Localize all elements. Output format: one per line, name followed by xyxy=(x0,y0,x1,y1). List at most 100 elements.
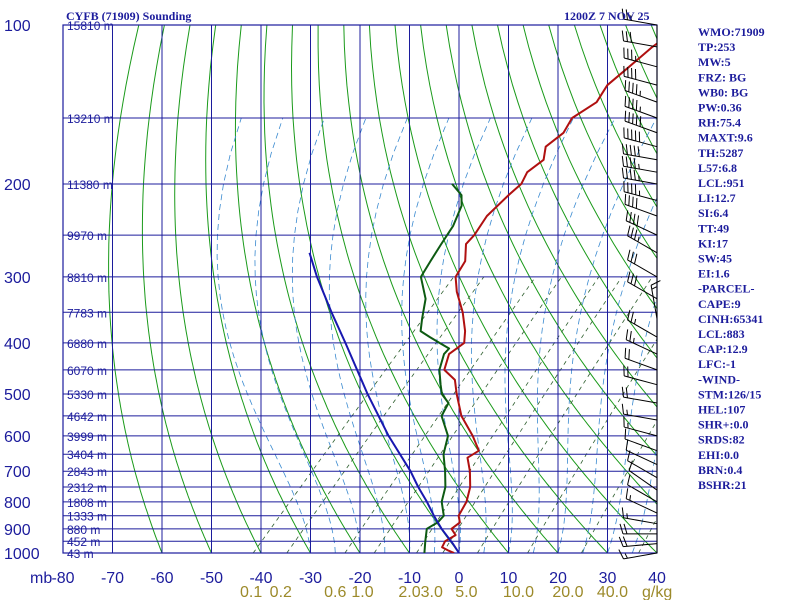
height-label: 880 m xyxy=(67,523,100,537)
wind-barb xyxy=(627,271,658,300)
wind-barb-staff xyxy=(627,235,658,254)
wind-barb-flag xyxy=(627,450,631,461)
temperature-tick-label: -60 xyxy=(150,570,173,587)
wind-barb xyxy=(624,347,658,371)
wind-barb-flag xyxy=(633,253,638,265)
height-label: 2312 m xyxy=(67,481,107,495)
wind-barb-staff xyxy=(624,120,658,134)
wind-barb-flag xyxy=(635,114,638,126)
index-entry: L57:6.8 xyxy=(698,161,737,175)
wind-barb-staff xyxy=(627,460,658,479)
wind-barb-staff xyxy=(625,498,658,514)
wind-barb-half-flag xyxy=(626,513,628,519)
wind-barb-flag xyxy=(635,198,638,209)
wind-barb-flag xyxy=(624,110,627,122)
wind-barb xyxy=(624,95,658,119)
wind-barb xyxy=(619,523,657,535)
wind-barb-flag xyxy=(624,428,627,440)
wind-barb-staff xyxy=(627,281,658,300)
index-entry: LCL:883 xyxy=(698,327,745,341)
index-entry: SW:45 xyxy=(698,252,732,266)
index-entry: TP:253 xyxy=(698,40,735,54)
moist-adiabat xyxy=(254,117,336,553)
mixing-ratio-tick-label: 20.0 xyxy=(552,584,583,600)
moist-adiabat xyxy=(557,117,657,553)
wind-barb-flag xyxy=(630,227,634,238)
wind-barb xyxy=(624,193,658,217)
index-entry: CINH:65341 xyxy=(698,312,763,326)
wind-barb xyxy=(621,167,658,185)
temperature-tick-label: -70 xyxy=(101,570,124,587)
wind-barb-flag xyxy=(621,143,625,154)
wind-barb-flag xyxy=(624,95,627,107)
wind-barb xyxy=(627,225,658,254)
wind-barb-flag xyxy=(629,330,632,342)
wind-barb-staff xyxy=(623,552,658,560)
wind-barb-flag xyxy=(627,271,631,282)
wind-barb xyxy=(623,416,658,437)
wind-barb-staff xyxy=(624,191,658,202)
temperature-tick-label: 0 xyxy=(455,570,464,587)
wind-barb-half-flag xyxy=(624,553,628,559)
wind-barbs xyxy=(618,8,661,560)
wind-barb-staff xyxy=(623,165,658,173)
wind-barb-flag xyxy=(628,112,630,123)
height-label: 4642 m xyxy=(67,410,107,424)
wind-barb-staff xyxy=(624,137,658,148)
height-label: 2843 m xyxy=(67,465,107,479)
wind-barb-half-flag xyxy=(651,286,657,290)
wind-barb-staff xyxy=(625,339,658,355)
index-entry: LCL:951 xyxy=(698,176,745,190)
dewpoint-line xyxy=(419,183,463,553)
height-label: 6880 m xyxy=(67,337,107,351)
height-label: 1808 m xyxy=(67,496,107,510)
wind-barb-staff xyxy=(623,543,658,548)
pressure-tick-label: 900 xyxy=(4,522,31,539)
index-entry: FRZ: BG xyxy=(698,70,746,84)
wind-barb-flag xyxy=(623,523,628,535)
index-entry: CAPE:9 xyxy=(698,297,741,311)
pressure-tick-label: 300 xyxy=(4,270,31,287)
wind-barb-flag xyxy=(622,536,628,547)
wind-barb-flag xyxy=(633,145,636,157)
mixing-ratio-line xyxy=(373,276,562,553)
wind-barb-flag xyxy=(629,31,632,43)
wind-barb-staff xyxy=(650,285,658,319)
mixing-ratio-tick-label: 2.0 xyxy=(398,584,420,600)
index-entry: TT:49 xyxy=(698,221,729,235)
height-label: 6070 m xyxy=(67,364,107,378)
wind-barb-flag xyxy=(627,474,631,485)
wind-barb-half-flag xyxy=(630,15,632,21)
wind-barb-staff xyxy=(624,357,658,371)
wind-barb-staff xyxy=(623,153,658,161)
wind-barb-flag xyxy=(630,251,634,263)
wind-barb-staff xyxy=(627,319,658,338)
temperature-tick-label: 20 xyxy=(549,570,567,587)
index-entry: LI:12.7 xyxy=(698,191,736,205)
index-entry: PW:0.36 xyxy=(698,101,742,115)
wind-barb-flag xyxy=(627,309,631,321)
wind-barb-staff xyxy=(624,90,658,103)
temperature-tick-label: 30 xyxy=(599,570,617,587)
mixing-ratio-tick-label: 1.0 xyxy=(351,584,373,600)
wind-barb-flag xyxy=(635,99,638,111)
temperature-line xyxy=(441,42,657,553)
wind-barb-flag xyxy=(632,213,636,225)
index-entry: MW:5 xyxy=(698,55,731,69)
wind-barb xyxy=(625,329,658,355)
mixing-ratio-unit-label: g/kg xyxy=(642,584,672,600)
index-entry: CAP:12.9 xyxy=(698,342,748,356)
wind-barb xyxy=(625,488,658,514)
index-entry: BSHR:21 xyxy=(698,478,747,492)
wind-barb-flag xyxy=(624,347,627,359)
temperature-tick-label: -30 xyxy=(299,570,322,587)
temperature-tick-label: -80 xyxy=(51,570,74,587)
wind-barb-staff xyxy=(625,449,658,466)
wind-barb xyxy=(624,110,658,134)
mixing-ratio-tick-label: 10.0 xyxy=(503,584,534,600)
index-entry: EI:1.6 xyxy=(698,267,730,281)
wind-barb-flag xyxy=(625,9,628,20)
wind-barb-staff xyxy=(625,220,658,236)
